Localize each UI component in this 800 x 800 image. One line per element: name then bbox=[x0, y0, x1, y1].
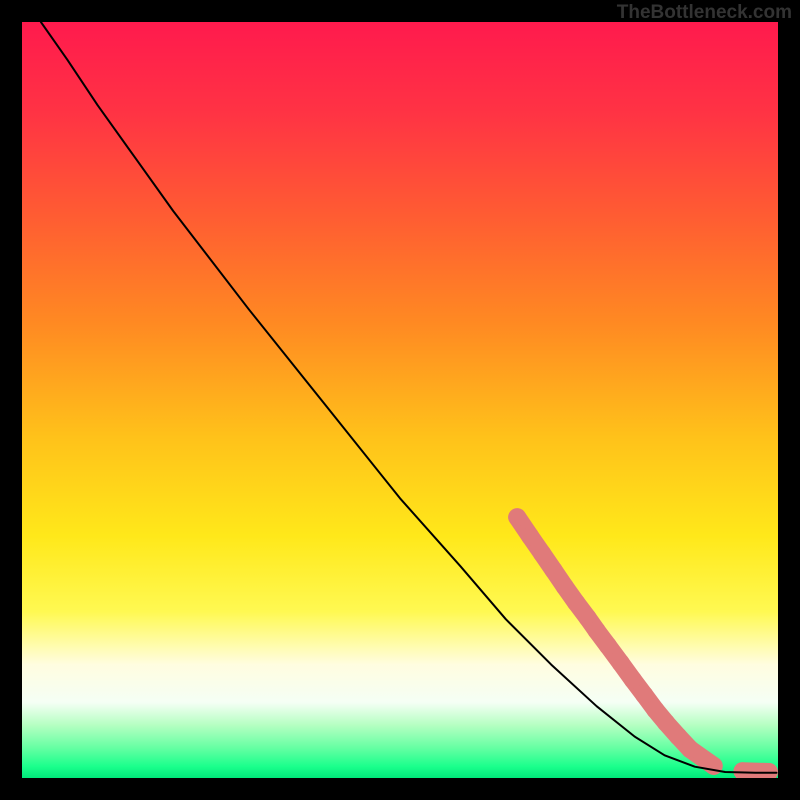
marker-point bbox=[624, 671, 642, 689]
marker-point bbox=[657, 714, 675, 732]
marker-point bbox=[705, 757, 723, 775]
markers-group bbox=[508, 508, 778, 778]
marker-point bbox=[567, 594, 585, 612]
curve-line bbox=[41, 22, 777, 773]
marker-point bbox=[508, 508, 526, 526]
marker-point bbox=[521, 527, 539, 545]
plot-area bbox=[22, 22, 778, 778]
marker-point bbox=[588, 622, 606, 640]
marker-point bbox=[533, 545, 551, 563]
marker-point bbox=[545, 561, 563, 579]
marker-point bbox=[681, 740, 699, 758]
chart-overlay bbox=[22, 22, 778, 778]
marker-point bbox=[556, 578, 574, 596]
marker-point bbox=[599, 637, 617, 655]
marker-point bbox=[612, 654, 630, 672]
marker-point bbox=[635, 686, 653, 704]
watermark-text: TheBottleneck.com bbox=[617, 2, 792, 24]
